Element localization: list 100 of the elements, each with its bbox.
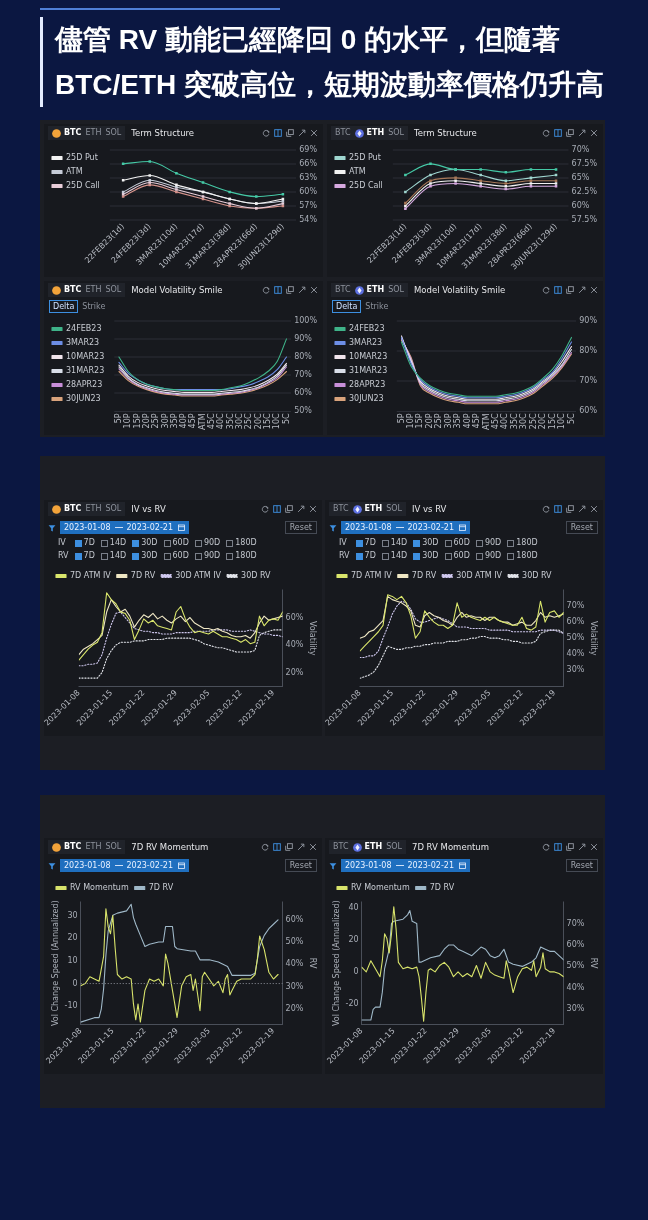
y-tick-label: 63% bbox=[299, 172, 318, 182]
y-tick-label: 90% bbox=[579, 315, 598, 325]
legend-label: RV Momentum bbox=[351, 883, 410, 893]
text: SOL bbox=[105, 842, 122, 852]
y-tick-label: 60% bbox=[294, 388, 313, 398]
y-tick-label: -20 bbox=[345, 998, 359, 1008]
text: ETH bbox=[364, 842, 383, 852]
text: 7D bbox=[364, 551, 376, 561]
y-axis-title: Volatility bbox=[589, 620, 599, 656]
point bbox=[404, 190, 407, 194]
text: SOL bbox=[388, 285, 404, 295]
x-tick-label: 15P bbox=[415, 413, 425, 429]
x-tick-label: 35C bbox=[225, 412, 235, 430]
legend-label: 10MAR23 bbox=[66, 352, 105, 362]
point bbox=[554, 168, 558, 171]
point bbox=[479, 173, 482, 177]
y-tick-label: 80% bbox=[294, 352, 313, 362]
text: 90D bbox=[203, 538, 221, 547]
legend-label: 7D RV bbox=[411, 571, 437, 581]
text: 60D bbox=[172, 551, 189, 561]
legend-label: 3MAR23 bbox=[349, 338, 383, 348]
x-tick-label: 35C bbox=[509, 412, 519, 430]
text: 14D bbox=[109, 551, 127, 561]
point bbox=[175, 171, 178, 175]
text: IV bbox=[58, 538, 67, 548]
text: 14D bbox=[390, 551, 408, 561]
text: SOL bbox=[105, 285, 122, 295]
legend-label: 24FEB23 bbox=[66, 324, 102, 334]
text: BTC bbox=[64, 128, 82, 138]
legend-label: ATM bbox=[66, 167, 83, 177]
y-tick-label: 30 bbox=[67, 910, 78, 920]
legend-label: 25D Put bbox=[349, 153, 381, 163]
x-tick-label: 25C bbox=[528, 412, 538, 430]
legend-label: ATM bbox=[349, 167, 366, 177]
x-tick-label: 10C bbox=[557, 412, 567, 430]
y-tick-label: 50% bbox=[294, 406, 313, 416]
legend-label: 25D Call bbox=[349, 181, 383, 191]
x-tick-label: 35P bbox=[453, 413, 463, 429]
text: 7D bbox=[83, 538, 95, 547]
legend-label: 7D ATM IV bbox=[70, 571, 112, 581]
text: 30D bbox=[141, 538, 158, 547]
text: IV bbox=[339, 538, 348, 548]
text: BTC bbox=[64, 842, 82, 852]
line-series bbox=[404, 168, 558, 194]
y-tick-label: 90% bbox=[294, 333, 313, 343]
legend-label: 30D RV bbox=[522, 571, 553, 581]
y2-axis-title: RV bbox=[308, 957, 318, 969]
text: ETH bbox=[85, 842, 102, 852]
date-range-field: 2023-01-08 2023-02-21 bbox=[60, 859, 189, 872]
x-tick-label: 30P bbox=[443, 413, 453, 429]
point bbox=[404, 173, 407, 177]
text: 180D bbox=[516, 538, 538, 547]
text: RV bbox=[339, 551, 350, 561]
x-tick-label: 5P bbox=[396, 413, 406, 424]
legend-label: 7D RV bbox=[130, 571, 156, 581]
y-tick-label: 69% bbox=[299, 144, 318, 154]
text: 180D bbox=[516, 551, 538, 561]
x-tick-label: 20C bbox=[253, 412, 263, 430]
text: 30D bbox=[141, 551, 158, 561]
text: SOL bbox=[105, 504, 122, 514]
y-tick-label: -10 bbox=[64, 1001, 78, 1011]
y-tick-label: 60% bbox=[571, 201, 590, 211]
point bbox=[228, 190, 231, 194]
text: 7D bbox=[83, 551, 95, 561]
y-tick-label: 57% bbox=[299, 201, 318, 211]
x-tick-label: 15P bbox=[132, 413, 142, 429]
point bbox=[148, 160, 152, 163]
date-range-field: 2023-01-08 2023-02-21 bbox=[341, 859, 470, 872]
x-tick-label: 10P bbox=[406, 413, 415, 429]
y-tick-label: 40 bbox=[348, 903, 359, 913]
text: 180D bbox=[235, 538, 257, 547]
y-tick-label: 0 bbox=[353, 966, 359, 976]
toggle: Delta Strike bbox=[49, 300, 110, 313]
y-tick-label: 0 bbox=[72, 978, 78, 988]
text: 30D bbox=[422, 551, 439, 561]
legend-label: 30JUN23 bbox=[349, 394, 384, 404]
text: 14D bbox=[390, 538, 408, 547]
text: ETH bbox=[85, 285, 102, 295]
x-tick-label: 20P bbox=[424, 413, 434, 429]
x-tick-label: 5C bbox=[281, 412, 291, 425]
x-tick-label: 45P bbox=[188, 413, 198, 429]
text: 180D bbox=[235, 551, 257, 561]
y-axis-title: Vol Change Speed (Annualized) bbox=[331, 900, 341, 1027]
text: 60D bbox=[453, 538, 470, 547]
legend-label: RV Momentum bbox=[70, 883, 129, 893]
reset-button: Reset bbox=[565, 521, 598, 534]
x-tick-label: 25P bbox=[151, 413, 161, 429]
x-tick-label: 40P bbox=[462, 413, 472, 429]
legend-label: 7D RV bbox=[429, 883, 455, 893]
text: SOL bbox=[105, 128, 122, 138]
text: 30D bbox=[422, 538, 439, 547]
y-tick-label: 40% bbox=[566, 649, 585, 659]
line-series bbox=[118, 338, 288, 392]
chart-title: Model Volatility Smile bbox=[131, 284, 223, 296]
reset-button: Reset bbox=[284, 521, 317, 534]
x-tick-label: 15C bbox=[547, 412, 557, 430]
y2-axis-title: RV bbox=[589, 957, 599, 969]
line-series bbox=[359, 629, 564, 679]
line-series bbox=[121, 160, 285, 198]
legend-label: 25D Call bbox=[66, 181, 100, 191]
